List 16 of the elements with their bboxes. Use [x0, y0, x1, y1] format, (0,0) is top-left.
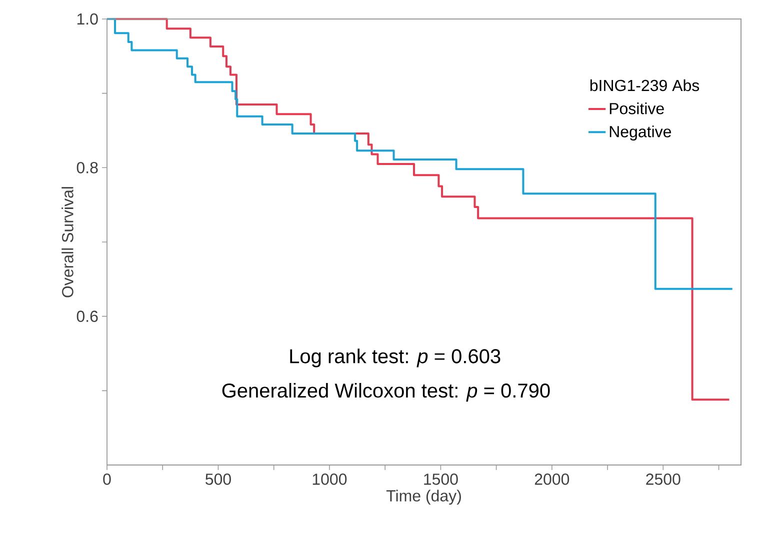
x-tick-label: 1000: [312, 474, 347, 485]
legend-title: bING1-239 Abs: [590, 79, 700, 92]
x-tick-label: 0: [103, 474, 111, 485]
x-tick-label: 2500: [646, 474, 680, 485]
legend-label: Positive: [610, 102, 664, 114]
y-tick-label: 0.6: [76, 310, 98, 322]
x-axis-title: Time (day): [386, 490, 461, 505]
y-axis-title: Overall Survival: [62, 187, 74, 298]
legend-label: Negative: [610, 126, 672, 140]
annotation: Log rank test: p = 0.603: [290, 348, 500, 368]
y-tick-label: 0.8: [76, 162, 98, 174]
x-tick-label: 1500: [424, 474, 458, 485]
x-tick-label: 2000: [534, 474, 570, 485]
x-tick-label: 500: [206, 474, 231, 485]
annotation: Generalized Wilcoxon test: p = 0.790: [222, 382, 550, 402]
y-tick-label: 1.0: [77, 13, 98, 25]
